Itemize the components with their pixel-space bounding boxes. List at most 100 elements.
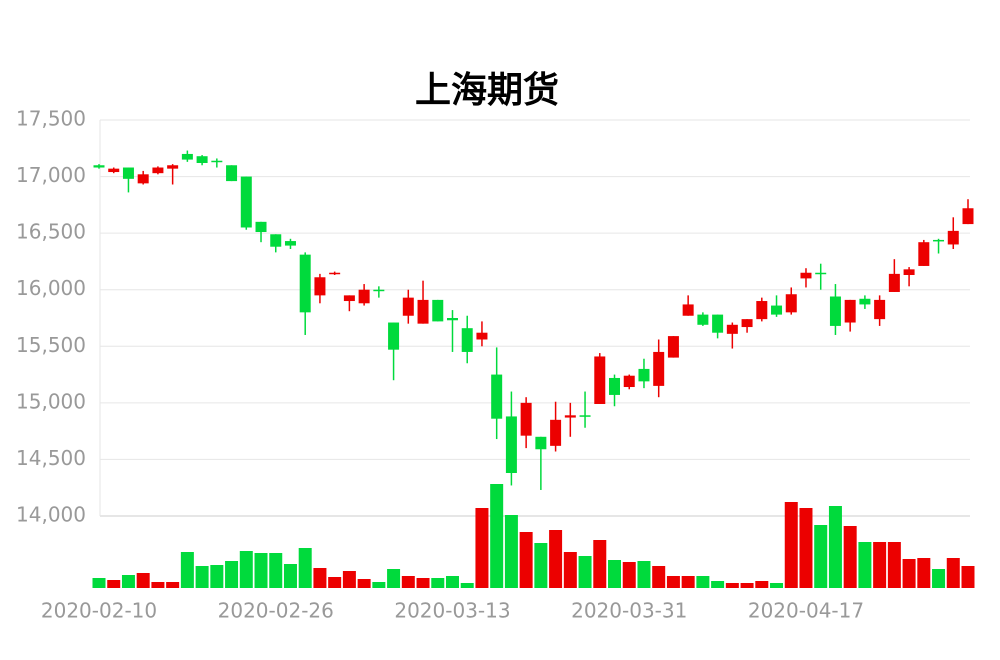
y-tick-label: 16,500 — [16, 220, 86, 244]
candle-body — [594, 356, 606, 404]
volume-bar — [121, 575, 135, 588]
volume-bar — [195, 566, 209, 588]
volume-bar — [401, 576, 415, 588]
candle-body — [859, 298, 871, 305]
candle-body — [756, 301, 768, 320]
volume-bar — [622, 562, 636, 588]
candle-body — [196, 156, 208, 163]
volume-bar — [858, 542, 872, 588]
candle-body — [358, 289, 370, 304]
volume-bar — [151, 582, 165, 588]
y-tick-label: 14,000 — [16, 503, 86, 527]
volume-bar — [814, 525, 828, 588]
y-tick-label: 17,000 — [16, 163, 86, 187]
candle-body — [726, 324, 738, 334]
candle-body — [785, 294, 797, 313]
volume-bar — [387, 569, 401, 588]
candle-body — [579, 415, 591, 417]
candle-body — [167, 165, 179, 169]
volume-bar — [460, 583, 474, 588]
volume-bar — [593, 540, 607, 588]
volume-bar — [887, 542, 901, 588]
candle-body — [682, 304, 694, 316]
candle-body — [137, 174, 149, 184]
volume-bar — [578, 556, 592, 588]
candle-body — [667, 336, 679, 358]
candle-body — [373, 289, 385, 292]
candle-body — [520, 402, 532, 436]
candle-body — [255, 221, 267, 233]
candle-body — [402, 297, 414, 316]
candle-body — [446, 318, 458, 321]
volume-bar — [342, 571, 356, 588]
volume-bar — [711, 581, 725, 588]
x-tick-label: 2020-02-26 — [218, 599, 334, 623]
volume-bar — [902, 559, 916, 588]
volume-bar — [917, 558, 931, 588]
chart-title: 上海期货 — [415, 70, 559, 111]
candle-body — [491, 374, 503, 419]
volume-bar — [372, 582, 386, 588]
candle-body — [314, 277, 326, 296]
candle-body — [343, 295, 355, 302]
candle-body — [417, 299, 429, 324]
candle-body — [815, 272, 827, 275]
volume-bar — [269, 553, 283, 588]
candle-body — [476, 332, 488, 340]
y-tick-label: 15,000 — [16, 389, 86, 413]
volume-bar — [946, 558, 960, 588]
volume-bar — [770, 583, 784, 588]
volume-bar — [254, 553, 268, 588]
volume-bar — [549, 530, 563, 588]
volume-bar — [873, 542, 887, 588]
candle-body — [800, 272, 812, 279]
volume-bar — [843, 526, 857, 588]
volume-bar — [475, 508, 489, 588]
candle-body — [653, 351, 665, 386]
volume-bar — [445, 576, 459, 588]
candle-body — [550, 419, 562, 446]
candle-body — [697, 314, 709, 325]
candle-body — [226, 165, 238, 182]
volume-bar — [740, 583, 754, 588]
candle-body — [211, 160, 223, 163]
candle-body — [609, 377, 621, 395]
volume-bar — [107, 580, 121, 588]
candle-body — [181, 153, 193, 160]
volume-bar — [608, 560, 622, 588]
volume-bar — [563, 552, 577, 588]
y-tick-label: 16,000 — [16, 276, 86, 300]
volume-bar — [666, 576, 680, 588]
candle-body — [741, 319, 753, 328]
volume-bar — [225, 561, 239, 588]
x-tick-label: 2020-03-13 — [394, 599, 510, 623]
volume-bar — [652, 566, 666, 588]
candle-body — [240, 176, 252, 228]
candle-body — [461, 328, 473, 352]
candle-body — [947, 230, 959, 245]
candle-body — [432, 299, 444, 322]
volume-bar — [637, 561, 651, 588]
volume-bar — [328, 577, 342, 588]
volume-bar — [799, 508, 813, 588]
volume-bar — [357, 579, 371, 588]
candle-body — [505, 416, 517, 474]
candle-body — [888, 273, 900, 292]
volume-bar — [92, 578, 106, 588]
volume-bar — [932, 569, 946, 588]
volume-bar — [755, 581, 769, 588]
volume-bar — [239, 551, 253, 588]
candle-body — [874, 299, 886, 320]
volume-bar — [828, 506, 842, 588]
candle-body — [388, 322, 400, 350]
candle-body — [284, 241, 296, 246]
y-tick-label: 17,500 — [16, 107, 86, 131]
candle-body — [299, 254, 311, 313]
candle-body — [918, 242, 930, 266]
volume-bar — [283, 564, 297, 588]
candle-body — [933, 239, 945, 242]
candle-body — [638, 368, 650, 382]
volume-bar — [210, 565, 224, 588]
